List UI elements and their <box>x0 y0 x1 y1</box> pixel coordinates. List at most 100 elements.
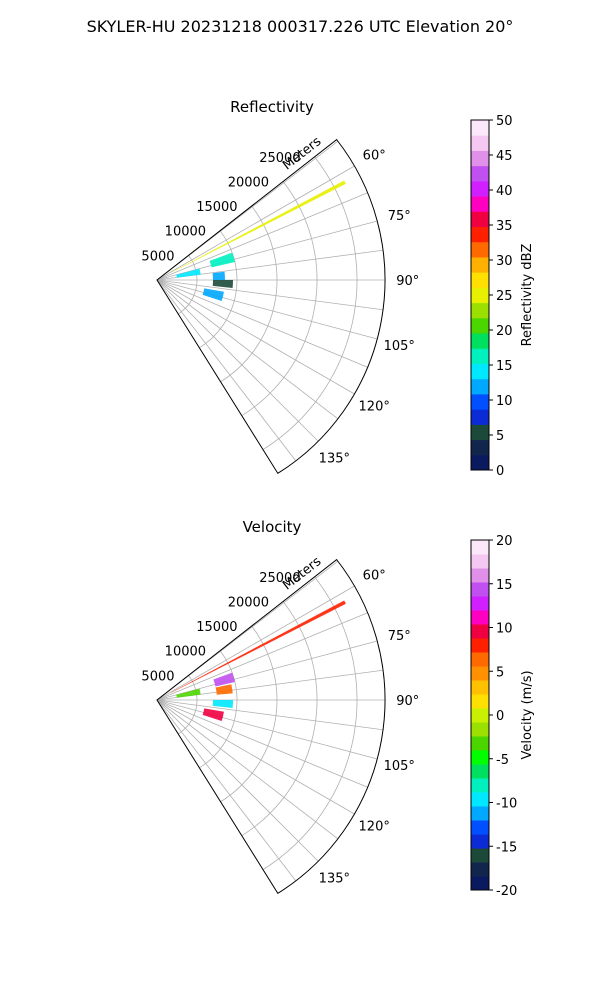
azimuth-tick-label: 75° <box>388 629 411 644</box>
colorbar-tick-label: 5 <box>496 665 504 680</box>
colorbar-swatch <box>471 180 489 197</box>
colorbar-swatch <box>471 638 489 653</box>
range-ring <box>262 156 358 450</box>
colorbar-swatch <box>471 256 489 273</box>
colorbar-tick-label: 45 <box>496 149 513 164</box>
velocity-frame <box>156 558 386 895</box>
colorbar-swatch <box>471 439 489 456</box>
reflectivity-title: Reflectivity <box>230 98 314 116</box>
colorbar-swatch <box>471 764 489 779</box>
reflectivity-colorbar: 0 5 10 15 20 25 30 35 40 45 50 <box>470 114 513 479</box>
colorbar-tick-label: 25 <box>496 289 513 304</box>
azimuth-tick-label: 60° <box>363 569 386 584</box>
colorbar-swatch <box>471 652 489 667</box>
echo-region <box>212 280 233 288</box>
colorbar-swatch <box>471 596 489 611</box>
echo-region <box>171 600 346 693</box>
colorbar-tick-label: -10 <box>496 797 517 812</box>
colorbar-swatch <box>471 624 489 639</box>
range-tick-label: 10000 <box>165 225 206 240</box>
figure-title: SKYLER-HU 20231218 000317.226 UTC Elevat… <box>87 17 514 36</box>
range-tick-label: 15000 <box>196 200 237 215</box>
colorbar-swatch <box>471 876 489 891</box>
colorbar-swatch <box>471 135 489 151</box>
colorbar-tick-label: -20 <box>496 884 517 899</box>
velocity-colorbar-label: Velocity (m/s) <box>520 670 535 759</box>
echo-region <box>215 684 233 695</box>
colorbar-swatch <box>471 196 489 212</box>
colorbar-swatch <box>471 540 489 555</box>
radial-line <box>156 699 297 882</box>
colorbar-swatch <box>471 150 489 167</box>
azimuth-tick-label: 135° <box>319 451 350 466</box>
colorbar-tick-label: 10 <box>496 394 513 409</box>
echo-region <box>202 708 224 722</box>
azimuth-tick-label: 135° <box>319 871 350 886</box>
radial-line <box>156 279 339 420</box>
colorbar-swatch <box>471 226 489 243</box>
radial-line <box>156 165 355 281</box>
radial-line <box>156 279 319 442</box>
azimuth-tick-label: 90° <box>396 694 419 709</box>
sector-frame <box>156 558 386 895</box>
range-ring <box>220 625 278 803</box>
colorbar-swatch <box>471 120 489 136</box>
colorbar-swatch <box>471 302 489 319</box>
reflectivity-colorbar-label: Reflectivity dBZ <box>520 244 535 347</box>
echo-region <box>212 271 225 280</box>
colorbar-swatch <box>471 554 489 569</box>
colorbar-swatch <box>471 610 489 625</box>
range-ring <box>241 601 318 837</box>
range-tick-label: 5000 <box>141 669 174 684</box>
azimuth-tick-label: 60° <box>363 149 386 164</box>
colorbar-swatch <box>471 736 489 751</box>
colorbar-tick-label: 5 <box>496 429 504 444</box>
reflectivity-azimuth-labels: 60° 75° 90° 105° 120° 135° <box>319 149 420 467</box>
colorbar-swatch <box>471 393 489 410</box>
colorbar-swatch <box>471 409 489 425</box>
reflectivity-grid <box>156 140 385 462</box>
colorbar-swatch <box>471 378 489 395</box>
echo-region <box>213 672 235 687</box>
azimuth-tick-label: 120° <box>359 399 390 414</box>
echo-region <box>176 688 201 698</box>
colorbar-swatch <box>471 862 489 877</box>
colorbar-tick-label: -15 <box>496 840 517 855</box>
reflectivity-range-labels: 5000 10000 15000 20000 25000 <box>141 151 300 265</box>
colorbar-swatch <box>471 820 489 835</box>
colorbar-swatch <box>471 287 489 304</box>
azimuth-tick-label: 75° <box>388 209 411 224</box>
velocity-azimuth-labels: 60° 75° 90° 105° 120° 135° <box>319 569 420 887</box>
colorbar-tick-label: 20 <box>496 324 513 339</box>
range-ring <box>199 230 238 349</box>
colorbar-swatch <box>471 568 489 583</box>
colorbar-swatch <box>471 806 489 821</box>
sector-frame <box>156 138 386 475</box>
azimuth-tick-label: 105° <box>384 339 415 354</box>
colorbar-swatch <box>471 778 489 793</box>
colorbar-tick-label: 20 <box>496 534 513 549</box>
colorbar-swatch <box>471 792 489 807</box>
colorbar-tick-label: 10 <box>496 622 513 637</box>
colorbar-swatch <box>471 666 489 681</box>
radial-line <box>156 699 339 840</box>
colorbar-tick-label: 15 <box>496 359 513 374</box>
radial-line <box>156 612 368 701</box>
echo-region <box>202 288 224 302</box>
colorbar-swatch <box>471 317 489 334</box>
range-ring <box>262 576 358 870</box>
colorbar-swatch <box>471 708 489 723</box>
echo-region <box>176 268 201 278</box>
range-ring <box>199 650 238 769</box>
radial-line <box>156 699 378 760</box>
colorbar-tick-label: 40 <box>496 184 513 199</box>
colorbar-swatch <box>471 333 489 349</box>
range-ring <box>241 181 318 417</box>
azimuth-tick-label: 90° <box>396 274 419 289</box>
echo-region <box>171 180 346 273</box>
colorbar-swatch <box>471 348 489 364</box>
range-ring <box>177 255 198 315</box>
range-tick-label: 25000 <box>259 571 300 586</box>
colorbar-swatch <box>471 363 489 380</box>
